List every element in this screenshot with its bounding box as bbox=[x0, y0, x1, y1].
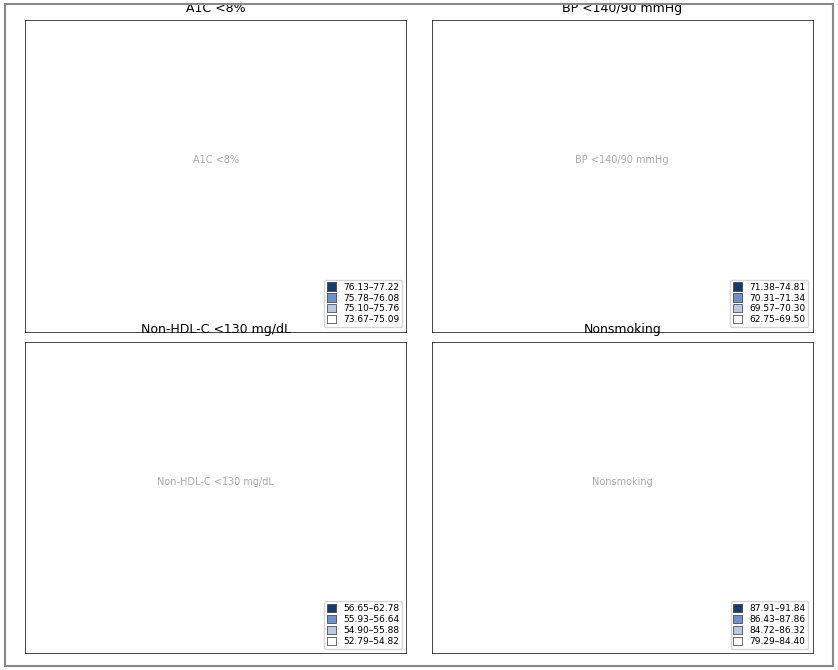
Text: Non-HDL-C <130 mg/dL: Non-HDL-C <130 mg/dL bbox=[158, 477, 274, 487]
Title: Non-HDL-C <130 mg/dL: Non-HDL-C <130 mg/dL bbox=[141, 324, 291, 336]
Legend: 56.65–62.78, 55.93–56.64, 54.90–55.88, 52.79–54.82: 56.65–62.78, 55.93–56.64, 54.90–55.88, 5… bbox=[324, 602, 402, 649]
Legend: 71.38–74.81, 70.31–71.34, 69.57–70.30, 62.75–69.50: 71.38–74.81, 70.31–71.34, 69.57–70.30, 6… bbox=[731, 280, 809, 327]
Legend: 76.13–77.22, 75.78–76.08, 75.10–75.76, 73.67–75.09: 76.13–77.22, 75.78–76.08, 75.10–75.76, 7… bbox=[324, 280, 402, 327]
Text: A1C <8%: A1C <8% bbox=[193, 155, 239, 165]
Title: BP <140/90 mmHg: BP <140/90 mmHg bbox=[562, 2, 682, 15]
Text: BP <140/90 mmHg: BP <140/90 mmHg bbox=[576, 155, 669, 165]
Title: Nonsmoking: Nonsmoking bbox=[583, 324, 661, 336]
Legend: 87.91–91.84, 86.43–87.86, 84.72–86.32, 79.29–84.40: 87.91–91.84, 86.43–87.86, 84.72–86.32, 7… bbox=[731, 602, 809, 649]
Title: A1C <8%: A1C <8% bbox=[186, 2, 246, 15]
Text: Nonsmoking: Nonsmoking bbox=[592, 477, 653, 487]
